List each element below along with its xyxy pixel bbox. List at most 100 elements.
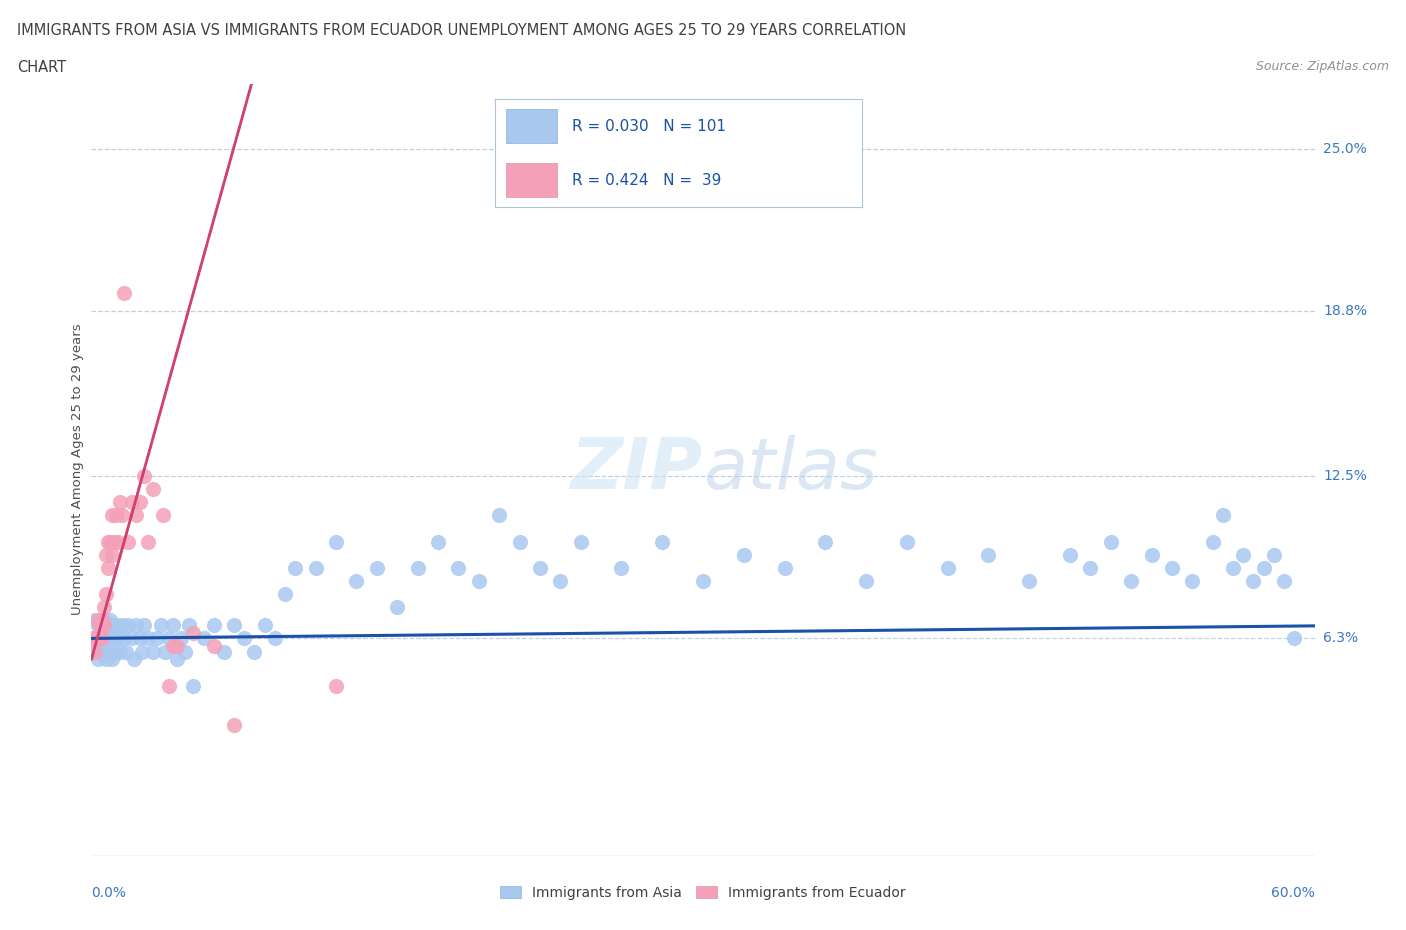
Point [90,618,112,632]
Point [1272,574,1295,589]
Point [447,561,470,576]
Point [86,613,108,628]
Point [529,561,551,576]
Point [82,631,104,645]
Point [1140,547,1163,562]
Y-axis label: Unemployment Among Ages 25 to 29 years: Unemployment Among Ages 25 to 29 years [72,324,84,616]
Point [129,495,152,510]
Point [427,534,450,549]
Point [129,631,152,645]
Point [98,613,121,628]
Point [1212,508,1234,523]
Point [162,639,184,654]
Point [509,534,531,549]
Point [134,469,156,484]
Point [125,618,148,632]
Text: 12.5%: 12.5% [1323,470,1367,484]
Point [264,631,287,645]
Point [284,561,307,576]
Point [141,644,163,659]
Point [152,508,174,523]
Point [111,508,134,523]
Point [733,547,755,562]
Point [1059,547,1081,562]
Point [183,626,205,641]
Point [90,631,112,645]
Point [112,631,135,645]
Point [212,644,235,659]
Point [84,631,107,645]
Point [222,618,246,632]
Point [1243,574,1265,589]
Point [101,547,124,562]
Point [84,631,107,645]
Point [814,534,837,549]
Point [896,534,918,549]
Point [166,652,188,667]
Point [149,618,172,632]
Point [1263,547,1285,562]
Point [93,644,115,659]
Text: 18.8%: 18.8% [1323,304,1367,318]
Point [1121,574,1143,589]
Text: ZIP: ZIP [571,435,703,504]
Point [131,644,153,659]
Point [162,618,184,632]
Point [138,631,160,645]
Point [550,574,572,589]
Point [111,618,134,632]
Point [1080,561,1102,576]
Point [103,644,125,659]
Point [84,644,107,659]
Point [101,618,124,632]
Point [1018,574,1040,589]
Point [1099,534,1122,549]
Point [86,631,108,645]
Point [179,618,201,632]
Point [936,561,959,576]
Point [202,618,225,632]
Point [97,631,120,645]
Point [93,631,115,645]
Point [166,639,188,654]
Point [103,534,125,549]
Point [1253,561,1275,576]
Text: 60.0%: 60.0% [1271,886,1315,900]
Point [89,631,111,645]
Point [107,534,129,549]
Point [304,561,326,576]
Point [98,631,121,645]
Point [104,508,127,523]
Point [86,618,108,632]
Point [610,561,633,576]
Point [94,547,117,562]
Point [157,678,180,693]
Text: 25.0%: 25.0% [1323,142,1367,156]
Point [90,631,112,645]
Point [202,639,225,654]
Text: 0.0%: 0.0% [91,886,127,900]
Point [97,618,120,632]
Point [101,508,124,523]
Point [855,574,877,589]
Point [117,534,139,549]
Point [121,495,143,510]
Point [274,587,297,602]
Point [117,618,139,632]
Point [183,678,205,693]
Point [104,618,127,632]
Point [977,547,1000,562]
Text: Source: ZipAtlas.com: Source: ZipAtlas.com [1256,60,1389,73]
Text: IMMIGRANTS FROM ASIA VS IMMIGRANTS FROM ECUADOR UNEMPLOYMENT AMONG AGES 25 TO 29: IMMIGRANTS FROM ASIA VS IMMIGRANTS FROM … [17,23,905,38]
Point [145,631,167,645]
Point [90,644,112,659]
Point [98,534,121,549]
Point [112,286,135,300]
Point [97,534,120,549]
Point [253,618,276,632]
Point [174,644,197,659]
Point [1222,561,1244,576]
Point [89,644,111,659]
Text: CHART: CHART [17,60,66,75]
Point [153,644,176,659]
